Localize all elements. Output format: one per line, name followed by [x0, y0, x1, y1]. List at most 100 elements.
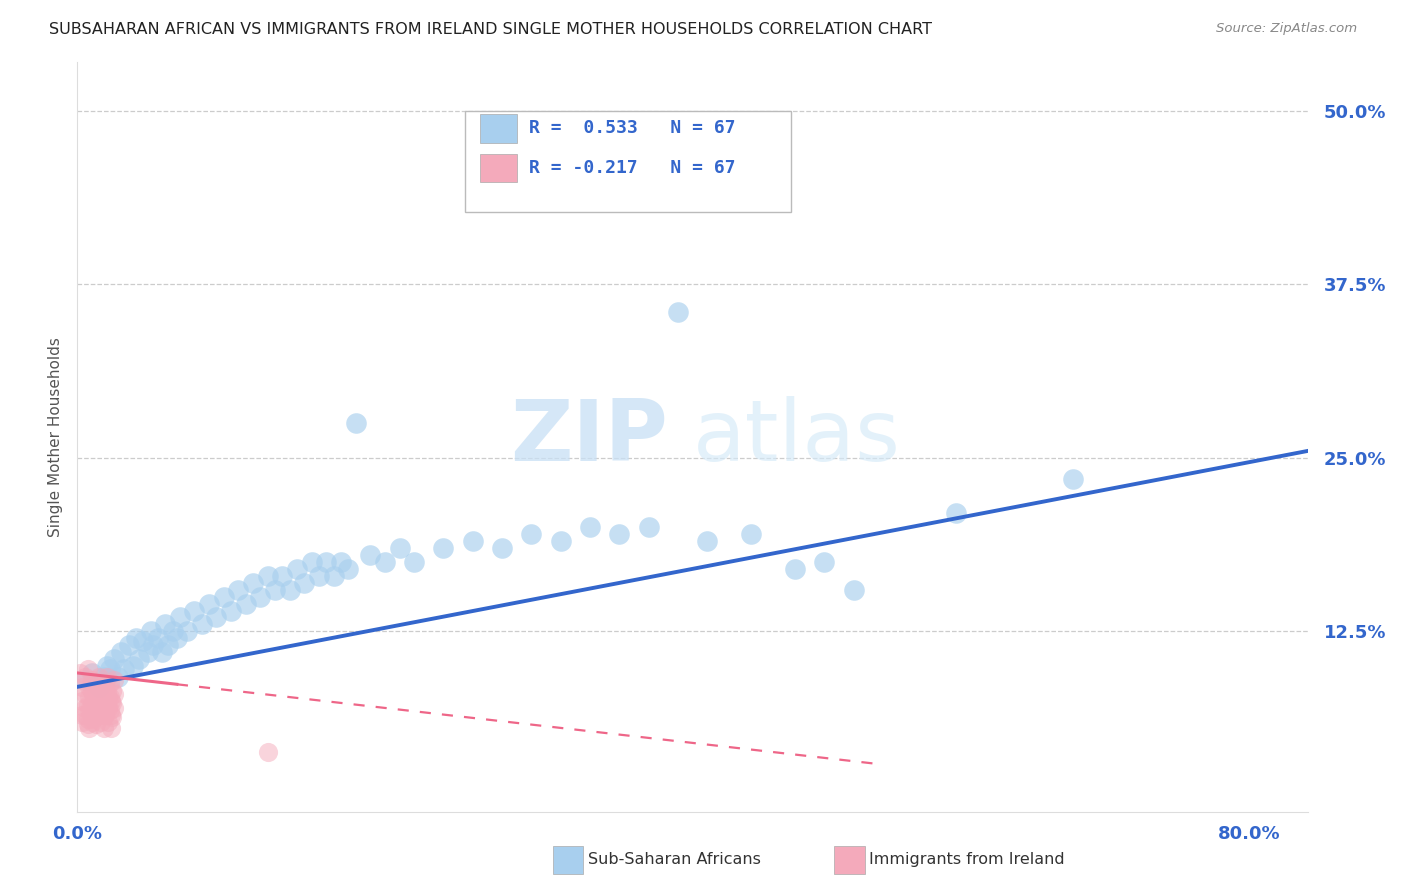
Point [666, 305, 689, 319]
Point [329, 555, 352, 569]
Point [94, 680, 117, 694]
Point [70, 714, 93, 729]
Point [166, 632, 188, 646]
Point [89, 684, 111, 698]
Bar [479, 153, 516, 182]
Point [73, 700, 96, 714]
Point [292, 575, 315, 590]
Point [90, 714, 112, 729]
Text: Immigrants from Ireland: Immigrants from Ireland [869, 853, 1064, 867]
Text: Sub-Saharan Africans: Sub-Saharan Africans [588, 853, 761, 867]
Point [153, 617, 177, 632]
Point [76, 712, 98, 726]
Point [70, 694, 93, 708]
Text: R = -0.217   N = 67: R = -0.217 N = 67 [529, 159, 735, 178]
Point [93, 670, 115, 684]
Point [132, 634, 155, 648]
Point [301, 555, 323, 569]
Point [98, 703, 121, 717]
Point [70, 680, 93, 694]
Point [264, 582, 287, 597]
Point [491, 541, 513, 555]
Point [90, 690, 112, 704]
Point [945, 507, 967, 521]
Point [77, 722, 100, 736]
Bar [479, 114, 516, 143]
Point [86, 717, 108, 731]
Point [110, 645, 132, 659]
Point [388, 541, 411, 555]
Point [91, 675, 114, 690]
Point [740, 527, 762, 541]
Point [157, 638, 180, 652]
Point [73, 670, 96, 684]
Point [637, 520, 659, 534]
Point [842, 582, 865, 597]
Text: SUBSAHARAN AFRICAN VS IMMIGRANTS FROM IRELAND SINGLE MOTHER HOUSEHOLDS CORRELATI: SUBSAHARAN AFRICAN VS IMMIGRANTS FROM IR… [49, 22, 932, 37]
Point [191, 617, 214, 632]
Point [93, 694, 115, 708]
Point [101, 697, 124, 711]
Text: ZIP: ZIP [510, 395, 668, 479]
Point [344, 416, 367, 430]
Point [96, 670, 118, 684]
Point [73, 707, 96, 722]
Point [579, 520, 602, 534]
Point [285, 562, 308, 576]
Point [76, 662, 98, 676]
FancyBboxPatch shape [465, 112, 792, 212]
Point [103, 652, 125, 666]
Point [696, 534, 718, 549]
Point [84, 687, 107, 701]
Point [404, 555, 426, 569]
Point [89, 680, 111, 694]
Point [162, 624, 184, 639]
Point [235, 597, 257, 611]
Point [136, 645, 159, 659]
Point [96, 698, 118, 712]
Point [98, 675, 121, 690]
Point [97, 690, 120, 704]
Point [122, 659, 145, 673]
Point [69, 665, 91, 680]
Point [80, 684, 103, 698]
Y-axis label: Single Mother Households: Single Mother Households [48, 337, 63, 537]
Point [76, 698, 98, 712]
Point [91, 690, 114, 704]
Point [112, 662, 135, 676]
Point [89, 698, 111, 712]
Point [198, 597, 221, 611]
Point [242, 575, 264, 590]
Point [82, 712, 104, 726]
Point [86, 694, 108, 708]
Point [783, 562, 806, 576]
Point [374, 555, 396, 569]
Point [100, 722, 122, 736]
Point [96, 659, 118, 673]
Point [103, 673, 125, 687]
Point [183, 603, 205, 617]
Point [256, 569, 278, 583]
Point [98, 662, 121, 676]
Point [256, 745, 278, 759]
Point [271, 569, 294, 583]
Point [70, 707, 93, 722]
Text: Source: ZipAtlas.com: Source: ZipAtlas.com [1216, 22, 1357, 36]
Point [77, 703, 100, 717]
Point [212, 590, 235, 604]
Point [139, 624, 162, 639]
Point [76, 717, 98, 731]
Point [87, 680, 110, 694]
Point [128, 652, 150, 666]
Point [432, 541, 454, 555]
Point [80, 665, 103, 680]
Text: atlas: atlas [693, 395, 900, 479]
Point [359, 548, 381, 562]
Point [150, 645, 173, 659]
Point [87, 706, 110, 721]
Point [322, 569, 344, 583]
Point [97, 714, 120, 729]
Point [86, 703, 108, 717]
Text: R =  0.533   N = 67: R = 0.533 N = 67 [529, 120, 735, 137]
Point [98, 690, 121, 704]
